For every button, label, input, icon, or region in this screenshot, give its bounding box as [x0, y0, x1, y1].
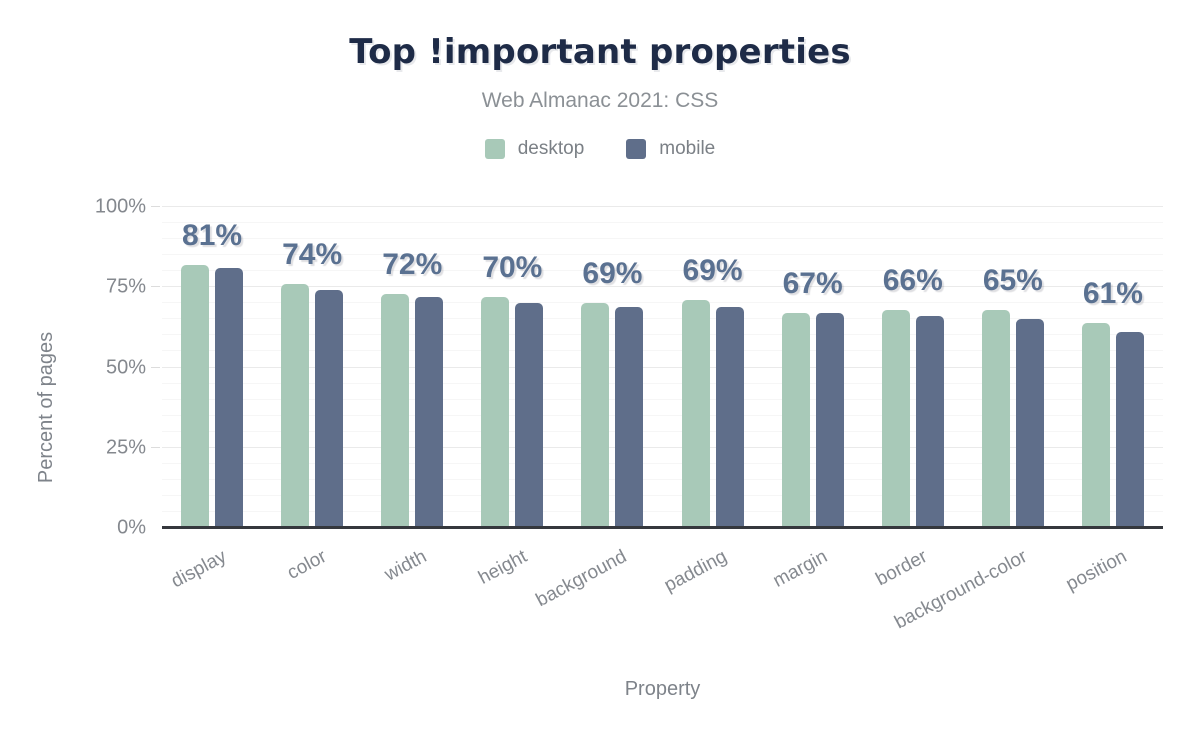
minor-gridline	[162, 398, 1163, 400]
bar-value-label-color: 74%	[282, 238, 343, 272]
minor-gridline	[162, 478, 1163, 480]
bar-desktop-background	[581, 303, 610, 528]
bar-desktop-position	[1081, 322, 1110, 528]
y-tick-label: 50%	[105, 356, 146, 378]
bar-value-label-height: 70%	[482, 250, 543, 284]
bar-desktop-height	[481, 296, 510, 528]
minor-gridline	[162, 462, 1163, 464]
y-tick-label: 25%	[105, 436, 146, 459]
chart-subtitle: Web Almanac 2021: CSS	[481, 89, 719, 112]
bar-desktop-width	[381, 293, 410, 528]
bar-mobile-background	[615, 306, 644, 528]
minor-gridline	[162, 270, 1163, 272]
major-gridline	[162, 206, 1163, 207]
minor-gridline	[162, 318, 1163, 320]
x-tick-label-border: border	[872, 546, 931, 591]
bar-desktop-color	[281, 284, 310, 528]
legend-item-desktop: desktop	[484, 138, 585, 160]
x-axis-title: Property	[624, 678, 701, 700]
legend-item-mobile: mobile	[626, 138, 715, 160]
legend-label-desktop: desktop	[517, 138, 585, 159]
bar-value-label-margin: 67%	[782, 266, 843, 300]
major-gridline	[162, 366, 1163, 368]
chart-title: Top !important properties	[349, 32, 851, 72]
legend: desktop mobile	[0, 138, 1200, 160]
x-tick-label-position: position	[1063, 546, 1131, 596]
bar-desktop-padding	[681, 300, 710, 528]
y-tick-label: 75%	[105, 275, 146, 298]
x-tick-label-background: background	[532, 546, 631, 612]
minor-gridline	[162, 222, 1163, 224]
x-axis-baseline	[162, 526, 1163, 529]
bar-group-border	[863, 207, 963, 528]
x-tick-label-height: height	[474, 546, 531, 589]
bar-group-padding	[663, 207, 763, 528]
minor-gridline	[162, 414, 1163, 416]
bar-mobile-color	[315, 290, 344, 528]
bar-group-background	[562, 207, 662, 528]
x-tick-label-color: color	[283, 546, 331, 584]
bar-mobile-margin	[815, 312, 844, 528]
bar-group-color	[262, 207, 362, 528]
minor-gridline	[162, 254, 1163, 256]
x-tick-label-padding: padding	[660, 546, 731, 597]
y-tick-label: 100%	[94, 195, 146, 218]
plot-area: 0% 25% 50% 75% 100% 81% 74% 72% 70% 69% 69% 67% 66% 6…	[95, 196, 1163, 539]
bar-value-label-padding: 69%	[682, 254, 743, 288]
y-tick-label: 0%	[117, 516, 146, 539]
legend-swatch-mobile-icon	[626, 139, 647, 159]
y-axis-title-wrap: Percent of pages	[0, 207, 94, 607]
bar-group-display	[162, 207, 262, 528]
major-gridline	[162, 446, 1163, 448]
y-tick-mark	[151, 446, 160, 448]
minor-gridline	[162, 430, 1163, 432]
bar-desktop-display	[181, 264, 210, 528]
bar-desktop-border	[881, 309, 910, 528]
bar-mobile-padding	[715, 306, 744, 528]
bar-group-margin	[763, 207, 863, 528]
legend-label-mobile: mobile	[659, 138, 716, 159]
minor-gridline	[162, 302, 1163, 304]
minor-gridline	[162, 382, 1163, 384]
bar-group-background-color	[963, 207, 1063, 528]
major-gridline	[162, 286, 1163, 288]
minor-gridline	[162, 334, 1163, 336]
bar-mobile-display	[215, 268, 244, 528]
bar-group-position	[1063, 207, 1163, 528]
y-tick-mark	[151, 366, 160, 368]
x-tick-label-width: width	[381, 546, 431, 586]
bar-value-label-display: 81%	[182, 218, 243, 252]
bar-desktop-margin	[781, 312, 810, 528]
minor-gridline	[162, 350, 1163, 352]
bar-mobile-height	[515, 303, 544, 528]
bar-value-label-border: 66%	[882, 263, 943, 297]
minor-gridline	[162, 238, 1163, 240]
bar-value-label-width: 72%	[382, 247, 443, 281]
bar-mobile-position	[1115, 332, 1144, 528]
legend-swatch-desktop-icon	[484, 139, 505, 159]
bar-mobile-border	[915, 316, 944, 528]
bar-desktop-background-color	[981, 309, 1010, 528]
minor-gridline	[162, 510, 1163, 512]
bar-mobile-background-color	[1015, 319, 1044, 528]
y-tick-mark	[151, 206, 160, 207]
x-tick-label-margin: margin	[769, 546, 831, 592]
y-tick-mark	[151, 286, 160, 288]
y-axis-title: Percent of pages	[35, 331, 58, 483]
x-axis-labels: display color width height background padding…	[162, 528, 1163, 648]
bar-value-label-background-color: 65%	[982, 263, 1043, 297]
x-tick-label-display: display	[167, 546, 230, 593]
bar-group-width	[362, 207, 462, 528]
bar-value-label-background: 69%	[582, 257, 643, 291]
minor-gridline	[162, 494, 1163, 496]
bar-group-height	[462, 207, 562, 528]
bar-mobile-width	[415, 296, 444, 528]
bar-value-label-position: 61%	[1082, 276, 1143, 310]
